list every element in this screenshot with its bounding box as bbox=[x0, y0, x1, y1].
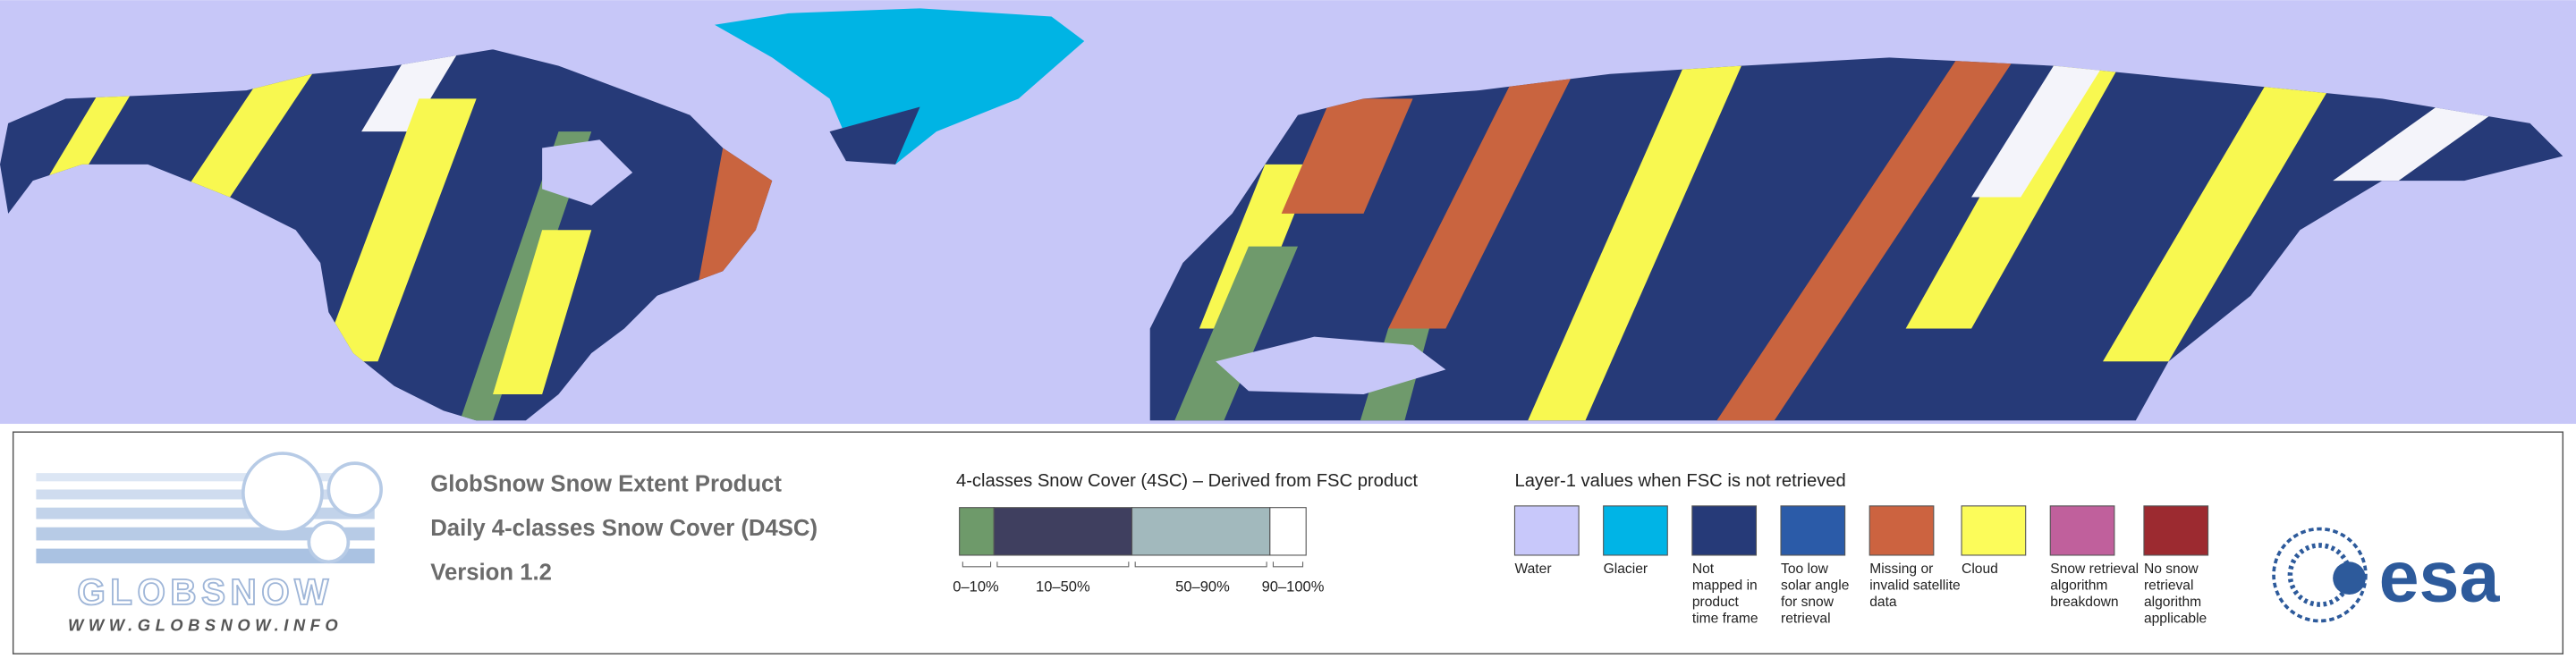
legend-label: Cloud bbox=[1962, 561, 1998, 577]
legend-label: 10–50% bbox=[1036, 578, 1090, 595]
legend-swatch bbox=[2049, 505, 2115, 556]
product-line: Version 1.2 bbox=[430, 561, 552, 586]
logo: GLOBSNOW WWW.GLOBSNOW.INFO bbox=[36, 452, 383, 634]
legend-label: time frame bbox=[1692, 611, 1758, 626]
legend-swatch bbox=[1868, 505, 1935, 556]
bracket bbox=[1272, 561, 1304, 568]
legend-label: Water bbox=[1514, 561, 1551, 577]
bracket bbox=[962, 561, 992, 568]
hudson-bay bbox=[542, 139, 633, 206]
legend-title: Layer-1 values when FSC is not retrieved bbox=[1514, 471, 1845, 491]
mediterranean bbox=[1216, 336, 1446, 394]
legend-label: No snow bbox=[2144, 561, 2199, 577]
product-line: GlobSnow Snow Extent Product bbox=[430, 471, 782, 496]
layer1-legend: Layer-1 values when FSC is not retrieved… bbox=[1513, 471, 2209, 626]
logo-name: GLOBSNOW bbox=[77, 571, 333, 612]
legend-label: breakdown bbox=[2050, 595, 2118, 610]
snow-cover-legend: 4-classes Snow Cover (4SC) – Derived fro… bbox=[953, 471, 1418, 595]
map bbox=[0, 0, 2576, 425]
legend-label: Missing or bbox=[1869, 561, 1933, 577]
legend-swatch bbox=[1131, 507, 1271, 556]
legend-swatch bbox=[1691, 505, 1758, 556]
legend-swatch bbox=[959, 507, 995, 556]
legend-label: 50–90% bbox=[1175, 578, 1230, 595]
bracket bbox=[996, 561, 1130, 568]
legend-swatch bbox=[1961, 505, 2027, 556]
legend-label: Not bbox=[1692, 561, 1715, 577]
legend-label: product bbox=[1692, 595, 1740, 610]
legend-label: retrieval bbox=[1781, 611, 1831, 626]
legend-label: invalid satellite bbox=[1869, 578, 1961, 594]
legend-label: mapped in bbox=[1692, 578, 1758, 594]
legend-label: algorithm bbox=[2144, 595, 2201, 610]
legend-label: 90–100% bbox=[1262, 578, 1325, 595]
legend-label: for snow bbox=[1781, 595, 1835, 610]
legend-swatch bbox=[1269, 507, 1307, 556]
legend-label: Snow retrieval bbox=[2050, 561, 2139, 577]
product-title: GlobSnow Snow Extent Product Daily 4-clas… bbox=[430, 471, 818, 585]
legend-label: Too low bbox=[1781, 561, 1829, 577]
legend-label: Glacier bbox=[1604, 561, 1648, 577]
legend-label: algorithm bbox=[2050, 578, 2107, 594]
agency: esa bbox=[2379, 536, 2501, 617]
logo-url: WWW.GLOBSNOW.INFO bbox=[68, 615, 343, 634]
legend-label: solar angle bbox=[1781, 578, 1849, 594]
legend-swatch bbox=[1513, 505, 1580, 556]
legend-label: retrieval bbox=[2144, 578, 2194, 594]
legend-label: 0–10% bbox=[953, 578, 999, 595]
bracket bbox=[1134, 561, 1267, 568]
legend-swatch bbox=[993, 507, 1133, 556]
legend-title: 4-classes Snow Cover (4SC) – Derived fro… bbox=[956, 471, 1418, 491]
legend-swatch bbox=[1780, 505, 1846, 556]
greenland bbox=[714, 8, 1085, 165]
legend-label: data bbox=[1869, 595, 1897, 610]
legend-label: applicable bbox=[2144, 611, 2207, 626]
esa-logo: esa bbox=[2272, 527, 2501, 623]
legend-swatch bbox=[2143, 505, 2209, 556]
product-line: Daily 4-classes Snow Cover (D4SC) bbox=[430, 516, 818, 541]
greenland-south bbox=[829, 106, 920, 165]
legend-swatch bbox=[1603, 505, 1668, 556]
